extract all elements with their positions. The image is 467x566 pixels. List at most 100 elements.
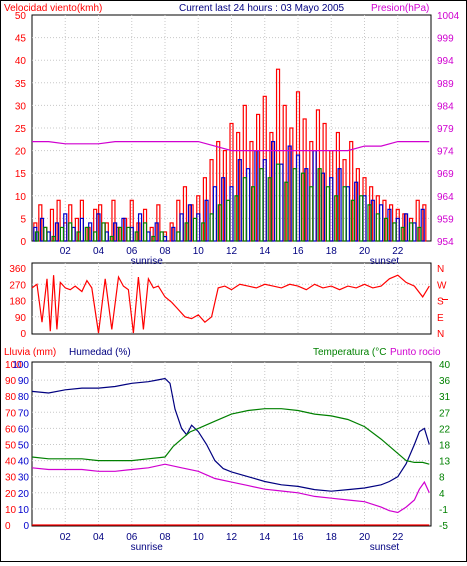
temperature-y-tick: 13 [439, 457, 451, 468]
wind_min-bar [34, 231, 40, 242]
humidity-y-tick: 90 [18, 376, 30, 387]
rain-y-tick: 30 [5, 473, 17, 484]
x-tick-label: 04 [93, 246, 105, 257]
humidity-y-tick: 0 [23, 521, 29, 532]
x-tick-label: 18 [326, 246, 338, 257]
compass-tick: E [437, 313, 444, 324]
direction-y-tick: 270 [9, 280, 26, 291]
wind_min-bar [284, 181, 289, 242]
x-tick-label: 22 [392, 532, 404, 543]
wind_min-bar [134, 231, 139, 242]
x-tick-label: 08 [159, 532, 171, 543]
wind_min-bar [159, 231, 164, 242]
wind-y-tick: 25 [15, 124, 27, 135]
rain-axis-label: Lluvia (mm) [4, 347, 56, 358]
wind_min-bar [234, 195, 239, 242]
wind_min-bar [408, 222, 414, 242]
humidity-y-tick: 50 [18, 441, 30, 452]
wind_min-bar [342, 186, 347, 242]
direction-y-tick: 0 [20, 329, 26, 340]
compass-tick: S [437, 297, 444, 308]
sunrise-label: sunrise [131, 542, 164, 553]
wind-bar [179, 213, 184, 242]
pressure-y-tick: 989 [437, 79, 454, 90]
wind_min-bar [84, 226, 89, 242]
rain-y-tick: 0 [5, 521, 11, 532]
x-tick-label: 10 [193, 532, 205, 543]
panel-wind-ticks: 0 5 10 15 20 25 30 35 40 45 50 954 959 964 969 974 979 98… [15, 11, 460, 267]
humidity-y-tick: 80 [18, 392, 30, 403]
humidity-y-tick: 70 [18, 408, 30, 419]
wind-bar [113, 222, 118, 242]
wind-y-tick: 35 [15, 79, 27, 90]
x-tick-label: 16 [292, 532, 304, 543]
temperature-y-tick: 18 [439, 441, 451, 452]
direction-y-tick: 180 [9, 297, 26, 308]
wind-y-tick: 40 [15, 56, 27, 67]
wind-speed-title: Velocidad viento(kmh) [4, 3, 102, 14]
temperature-y-tick: 4 [439, 489, 445, 500]
pressure-y-tick: 984 [437, 101, 454, 112]
x-tick-label: 16 [292, 246, 304, 257]
x-tick-label: 02 [60, 532, 72, 543]
compass-tick: N [437, 329, 444, 340]
wind_min-bar [109, 235, 114, 242]
x-tick-label: 02 [60, 246, 72, 257]
wind_min-bar [151, 235, 156, 242]
pressure-y-tick: 969 [437, 169, 454, 180]
x-tick-label: 14 [259, 532, 271, 543]
sunrise-label: sunrise [131, 256, 164, 267]
pressure-y-tick: 994 [437, 56, 454, 67]
wind-y-tick: 5 [20, 214, 26, 225]
humidity-y-tick: 10 [18, 505, 30, 516]
sunset-label: sunset [370, 256, 400, 267]
wind-bar [171, 226, 176, 242]
wind_min-bar [309, 186, 314, 242]
direction-y-tick: 90 [15, 313, 27, 324]
x-tick-label: 22 [392, 246, 404, 257]
wind_min-bar [300, 172, 306, 242]
x-tick-label: 12 [226, 246, 238, 257]
wind_min-bar [51, 235, 56, 242]
wind_min-bar [201, 222, 206, 242]
wind_min-bar [118, 226, 123, 242]
panel-humidity-lines [31, 377, 430, 526]
rain-y-tick: 10 [5, 505, 17, 516]
x-tick-label: 08 [159, 246, 171, 257]
x-tick-label: 14 [259, 246, 271, 257]
humidity-y-tick: 40 [18, 457, 30, 468]
wind-y-tick: 30 [15, 101, 27, 112]
rain-y-tick: 90 [5, 376, 17, 387]
wind-y-tick: 15 [15, 169, 27, 180]
rain-y-tick: 100 [5, 360, 22, 371]
wind_min-bar [259, 168, 264, 242]
pressure-title: Presion(hPa) [371, 3, 429, 14]
pressure-y-tick: 999 [437, 34, 454, 45]
x-tick-label: 06 [126, 246, 138, 257]
wind_min-bar [43, 226, 48, 242]
dewpoint-axis-label: Punto rocio [390, 347, 441, 358]
pressure-y-tick: 979 [437, 124, 454, 135]
humidity-y-tick: 100 [12, 360, 29, 371]
temperature-y-tick: -5 [439, 521, 448, 532]
rain-y-tick: 50 [5, 441, 17, 452]
panel-wind-pressure-line [32, 141, 430, 152]
wind-bar [54, 222, 60, 242]
wind-bar [79, 217, 84, 242]
pressure-y-tick: 964 [437, 192, 454, 203]
sunset-label: sunset [370, 542, 400, 553]
wind-y-tick: 50 [15, 11, 27, 22]
rain-y-tick: 40 [5, 457, 17, 468]
wind_min-bar [375, 213, 380, 242]
temperature-y-tick: 22 [439, 424, 451, 435]
wind_min-bar [76, 231, 81, 242]
x-tick-label: 20 [359, 246, 371, 257]
temperatura-line [31, 408, 430, 465]
wind_min-bar [359, 195, 364, 242]
x-tick-label: 10 [193, 246, 205, 257]
rain-y-tick: 60 [5, 424, 17, 435]
wind_min-bar [292, 168, 297, 242]
humidity-axis-label: Humedad (%) [69, 347, 131, 358]
temperature-y-tick: 31 [439, 392, 451, 403]
